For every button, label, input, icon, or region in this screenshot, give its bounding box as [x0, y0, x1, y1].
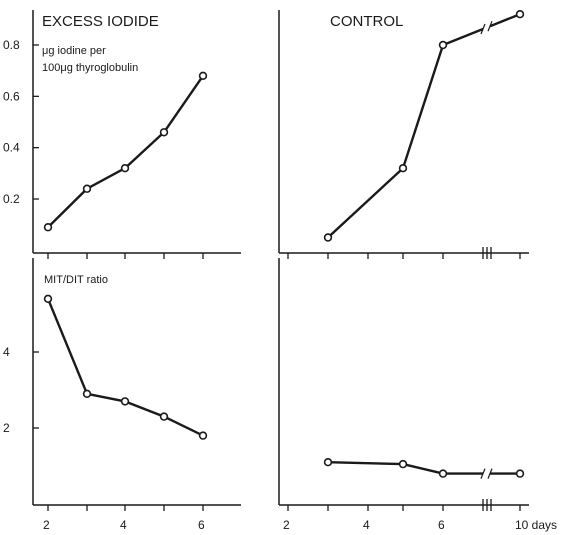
data-point [120, 164, 130, 173]
data-point [438, 40, 448, 50]
x-tick-label: 10 days [515, 518, 557, 532]
data-point [515, 9, 525, 19]
data-point [438, 469, 448, 478]
plot-layer: 0.2 0.4 0.6 0.8 2 4 6 2 4 2 4 6 10 days [3, 9, 557, 532]
line-break-mark [480, 468, 486, 479]
data-point [120, 397, 130, 406]
data-point [323, 458, 333, 467]
y-tick-label: 0.8 [3, 38, 20, 52]
series-line [46, 298, 204, 437]
series-line [327, 461, 444, 475]
panel-4: 2 4 6 10 days [278, 258, 557, 532]
series-line-segment [489, 13, 521, 28]
ylabel-iodine: μg iodine per 100μg thyroglobulin [42, 45, 138, 74]
panel-2 [278, 9, 529, 259]
x-tick-label: 6 [438, 518, 445, 532]
panel-1: 0.2 0.4 0.6 0.8 [3, 10, 241, 259]
line-break-mark [487, 20, 493, 32]
data-point [43, 223, 53, 232]
data-point [515, 469, 525, 478]
y-tick-label: 0.4 [3, 141, 20, 155]
data-point [159, 128, 169, 137]
data-point [398, 164, 408, 173]
series-line-segment [442, 27, 484, 47]
x-tick-label: 4 [363, 518, 370, 532]
title-control: CONTROL [330, 13, 403, 30]
ylabel-iodine-line2: 100μg thyroglobulin [42, 62, 138, 74]
y-tick-label: 0.6 [3, 89, 20, 103]
y-tick-label: 0.2 [3, 192, 20, 206]
ylabel-mit-dit: MIT/DIT ratio [44, 274, 108, 286]
data-point [398, 459, 408, 469]
title-excess-iodide: EXCESS IODIDE [42, 13, 159, 30]
data-point [198, 431, 208, 440]
x-tick-label: 6 [198, 518, 205, 532]
data-point [323, 233, 333, 242]
series-line [47, 75, 204, 229]
line-break-mark [487, 468, 493, 479]
data-point [198, 71, 208, 81]
data-point [82, 389, 92, 398]
x-tick-label: 2 [283, 518, 290, 532]
line-break-mark [480, 23, 486, 35]
x-tick-label: 4 [120, 518, 127, 532]
y-tick-label: 4 [3, 345, 10, 359]
data-point [43, 294, 53, 303]
x-tick-label: 2 [43, 518, 50, 532]
panel-3: 2 4 6 2 4 [3, 258, 241, 532]
data-point [82, 184, 92, 193]
ylabel-iodine-line1: μg iodine per [42, 45, 106, 57]
data-point [159, 412, 169, 421]
y-tick-label: 2 [3, 421, 10, 435]
series-line [327, 44, 445, 239]
